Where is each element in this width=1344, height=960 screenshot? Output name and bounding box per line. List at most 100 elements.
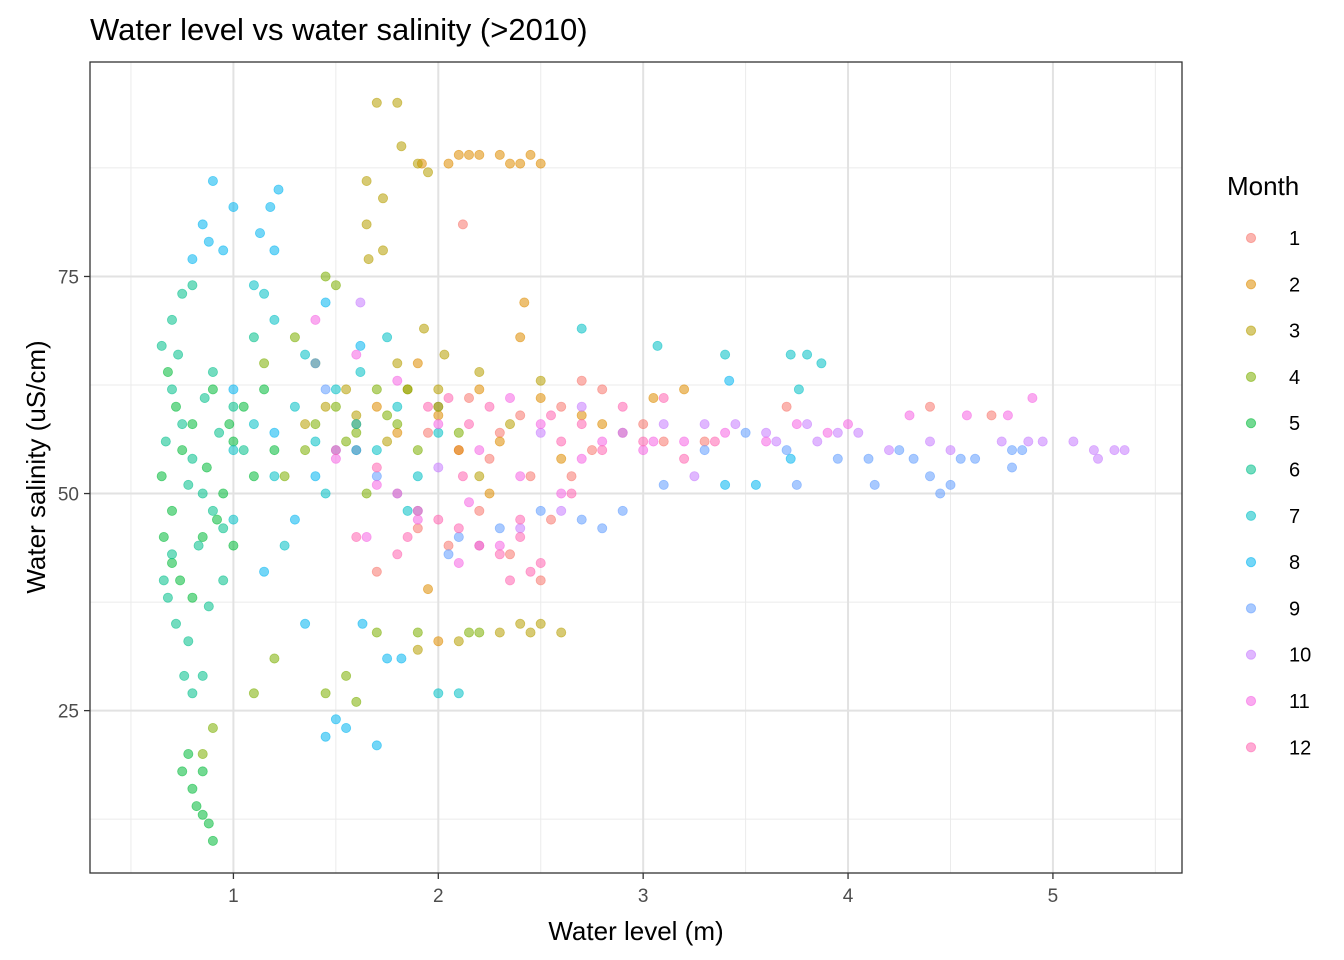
data-point-month-6 [158, 575, 169, 586]
data-point-month-12 [484, 401, 495, 412]
data-point-month-6 [218, 575, 229, 586]
data-point-month-10 [576, 401, 587, 412]
data-point-month-7 [269, 314, 280, 325]
data-point-month-3 [361, 175, 372, 186]
x-tick-label: 5 [1048, 886, 1059, 907]
data-point-month-2 [433, 636, 444, 647]
data-point-month-7 [371, 445, 382, 456]
data-point-month-2 [535, 158, 546, 169]
data-point-month-6 [238, 445, 249, 456]
data-point-month-7 [793, 384, 804, 395]
data-point-month-6 [183, 636, 194, 647]
data-point-month-5 [228, 540, 239, 551]
legend-key-2 [1245, 279, 1257, 290]
data-point-month-5 [170, 401, 181, 412]
legend-key-8 [1245, 557, 1257, 568]
data-point-month-4 [269, 653, 280, 664]
data-point-month-5 [177, 766, 188, 777]
data-point-month-5 [259, 384, 270, 395]
data-point-month-12 [535, 558, 546, 569]
data-point-month-9 [935, 488, 946, 499]
data-point-month-7 [720, 349, 731, 360]
data-point-month-7 [310, 436, 321, 447]
data-point-month-12 [658, 392, 669, 403]
data-point-month-3 [474, 366, 485, 377]
data-point-month-2 [556, 453, 567, 464]
data-point-month-5 [201, 462, 212, 473]
data-point-month-1 [638, 419, 649, 430]
legend-key-3 [1245, 325, 1257, 336]
data-point-month-12 [617, 401, 628, 412]
legend-label-10: 10 [1289, 645, 1311, 667]
data-points [156, 97, 1130, 846]
legend-key-9 [1245, 603, 1257, 614]
data-point-month-2 [422, 584, 433, 595]
data-point-month-4 [330, 401, 341, 412]
data-point-month-2 [474, 384, 485, 395]
data-point-month-3 [351, 410, 362, 421]
data-point-month-3 [515, 618, 526, 629]
data-point-month-7 [652, 340, 663, 351]
data-point-month-1 [925, 401, 936, 412]
data-point-month-10 [1109, 445, 1120, 456]
data-point-month-10 [689, 471, 700, 482]
data-point-month-11 [361, 532, 372, 543]
data-point-month-5 [197, 809, 208, 820]
data-point-month-9 [1017, 445, 1028, 456]
data-point-month-5 [197, 766, 208, 777]
data-point-month-9 [699, 445, 710, 456]
data-point-month-11 [576, 453, 587, 464]
data-point-month-11 [648, 436, 659, 447]
data-point-month-6 [179, 670, 190, 681]
data-point-month-8 [289, 514, 300, 525]
data-point-month-8 [396, 653, 407, 664]
data-point-month-1 [546, 514, 557, 525]
data-point-month-3 [504, 419, 515, 430]
data-point-month-3 [433, 384, 444, 395]
data-point-month-4 [320, 271, 331, 282]
data-point-month-2 [504, 158, 515, 169]
data-point-month-12 [371, 462, 382, 473]
data-point-month-6 [197, 670, 208, 681]
data-point-month-2 [515, 158, 526, 169]
panel-border [89, 61, 1183, 874]
chart-title: Water level vs water salinity (>2010) [90, 12, 588, 47]
legend-label-1: 1 [1289, 228, 1300, 250]
data-point-month-5 [177, 445, 188, 456]
data-point-month-10 [802, 419, 813, 430]
legend-key-5 [1245, 418, 1257, 429]
data-point-month-8 [382, 653, 393, 664]
data-point-month-3 [382, 436, 393, 447]
data-point-month-10 [658, 419, 669, 430]
panel-background [90, 62, 1182, 873]
data-point-month-11 [504, 392, 515, 403]
data-point-month-2 [535, 392, 546, 403]
data-point-month-9 [863, 453, 874, 464]
data-point-month-10 [556, 505, 567, 516]
data-point-month-5 [203, 818, 214, 829]
data-point-month-3 [392, 358, 403, 369]
data-point-month-7 [433, 688, 444, 699]
data-point-month-7 [433, 427, 444, 438]
data-point-month-3 [474, 471, 485, 482]
legend-label-6: 6 [1289, 460, 1300, 482]
y-axis-label: Water salinity (uS/cm) [21, 340, 51, 593]
data-point-month-3 [535, 618, 546, 629]
grid-minor [90, 62, 1182, 873]
data-point-month-4 [351, 427, 362, 438]
data-point-month-6 [187, 280, 198, 291]
data-point-month-8 [187, 254, 198, 265]
data-point-month-7 [248, 419, 259, 430]
data-point-month-5 [183, 749, 194, 760]
data-point-month-7 [269, 471, 280, 482]
data-point-month-1 [986, 410, 997, 421]
data-point-month-5 [187, 783, 198, 794]
data-point-month-9 [453, 532, 464, 543]
data-point-month-1 [525, 471, 536, 482]
data-point-month-4 [259, 358, 270, 369]
grid-major [90, 62, 1182, 873]
data-point-month-11 [822, 427, 833, 438]
data-point-month-5 [269, 445, 280, 456]
data-point-month-4 [279, 471, 290, 482]
